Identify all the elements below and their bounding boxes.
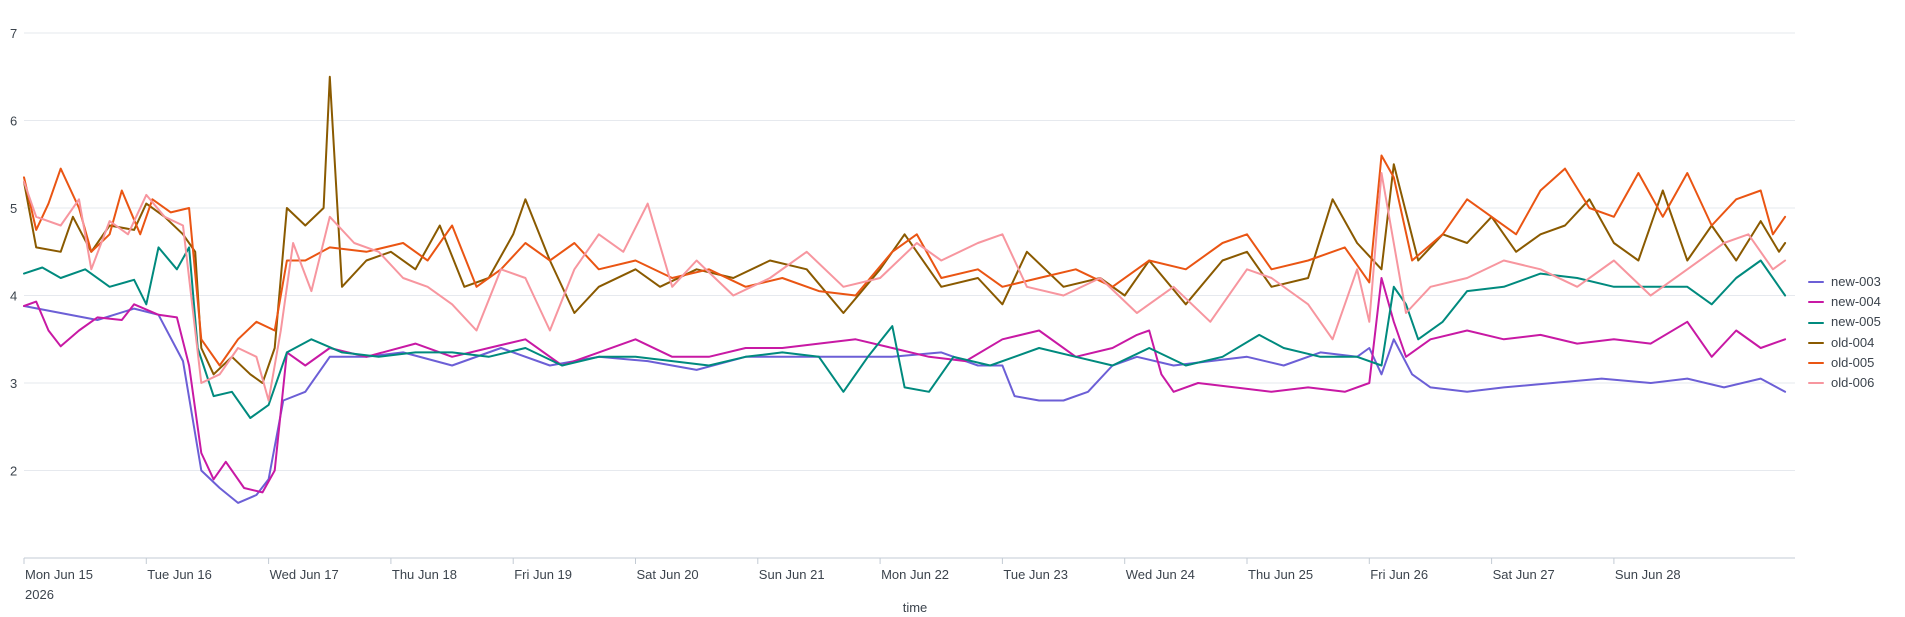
x-tick-label: Mon Jun 15 xyxy=(25,567,93,582)
x-tick-label: Wed Jun 24 xyxy=(1126,567,1195,582)
series-line-new-004 xyxy=(23,277,1787,494)
legend-swatch xyxy=(1808,281,1824,284)
x-tick-label: Sun Jun 28 xyxy=(1615,567,1681,582)
legend-item-old-006[interactable]: old-006 xyxy=(1808,373,1881,393)
x-axis-title: time xyxy=(903,600,928,615)
legend: new-003 new-004 new-005 old-004 old-005 old-0… xyxy=(1808,272,1881,393)
x-tick-label: Fri Jun 19 xyxy=(514,567,572,582)
legend-item-old-004[interactable]: old-004 xyxy=(1808,333,1881,353)
legend-swatch xyxy=(1808,301,1824,304)
x-tick-label: Sun Jun 21 xyxy=(759,567,825,582)
x-tick-sublabel: 2026 xyxy=(25,587,54,602)
y-axis-ticks: 2 3 4 5 6 7 xyxy=(10,26,17,479)
x-tick-label: Sat Jun 27 xyxy=(1493,567,1555,582)
legend-label: old-004 xyxy=(1831,334,1875,350)
y-tick-label: 7 xyxy=(10,26,17,41)
legend-item-new-004[interactable]: new-004 xyxy=(1808,292,1881,312)
legend-label: new-003 xyxy=(1831,274,1881,289)
x-tick-label: Tue Jun 16 xyxy=(147,567,212,582)
x-axis-ticks: Mon Jun 15 2026 Tue Jun 16 Wed Jun 17 Thu Ju… xyxy=(23,558,1681,602)
y-tick-label: 4 xyxy=(10,289,17,304)
x-tick-label: Fri Jun 26 xyxy=(1370,567,1428,582)
x-tick-label: Thu Jun 25 xyxy=(1248,567,1313,582)
legend-item-new-005[interactable]: new-005 xyxy=(1808,312,1881,332)
legend-item-new-003[interactable]: new-003 xyxy=(1808,272,1881,292)
x-tick-label: Wed Jun 17 xyxy=(270,567,339,582)
legend-label: new-005 xyxy=(1831,314,1881,330)
y-tick-label: 6 xyxy=(10,114,17,129)
x-tick-label: Tue Jun 23 xyxy=(1003,567,1068,582)
legend-label: old-006 xyxy=(1831,375,1875,391)
legend-swatch xyxy=(1808,321,1824,324)
y-tick-label: 5 xyxy=(10,201,17,216)
legend-label: new-004 xyxy=(1831,294,1881,310)
x-tick-label: Mon Jun 22 xyxy=(881,567,949,582)
series-lines xyxy=(23,75,1787,504)
series-line-old-005 xyxy=(23,154,1787,367)
grid-lines xyxy=(24,32,1795,471)
y-tick-label: 2 xyxy=(10,464,17,479)
series-line-new-003 xyxy=(23,305,1787,504)
legend-item-old-005[interactable]: old-005 xyxy=(1808,353,1881,373)
legend-label: old-005 xyxy=(1831,354,1875,370)
legend-swatch xyxy=(1808,341,1824,344)
legend-swatch xyxy=(1808,361,1824,364)
y-tick-label: 3 xyxy=(10,376,17,391)
x-tick-label: Sat Jun 20 xyxy=(637,567,699,582)
legend-swatch xyxy=(1808,382,1824,385)
series-line-old-006 xyxy=(23,172,1787,402)
x-tick-label: Thu Jun 18 xyxy=(392,567,457,582)
